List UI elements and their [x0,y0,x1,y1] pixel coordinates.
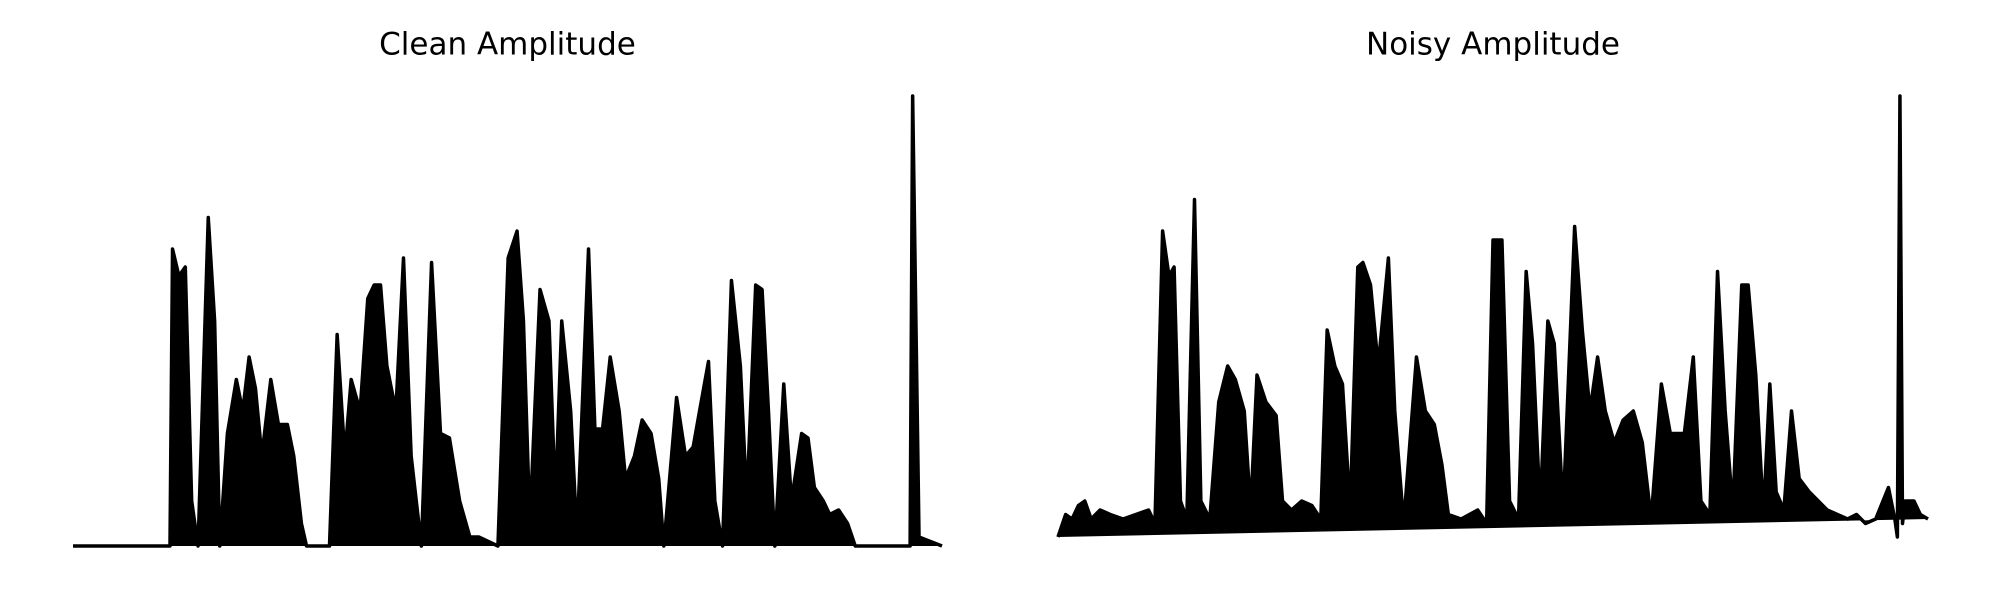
amplitude-area [73,94,943,548]
chart-title: Clean Amplitude [379,27,636,63]
amplitude-area [1056,94,1929,539]
chart-title: Noisy Amplitude [1366,27,1620,63]
